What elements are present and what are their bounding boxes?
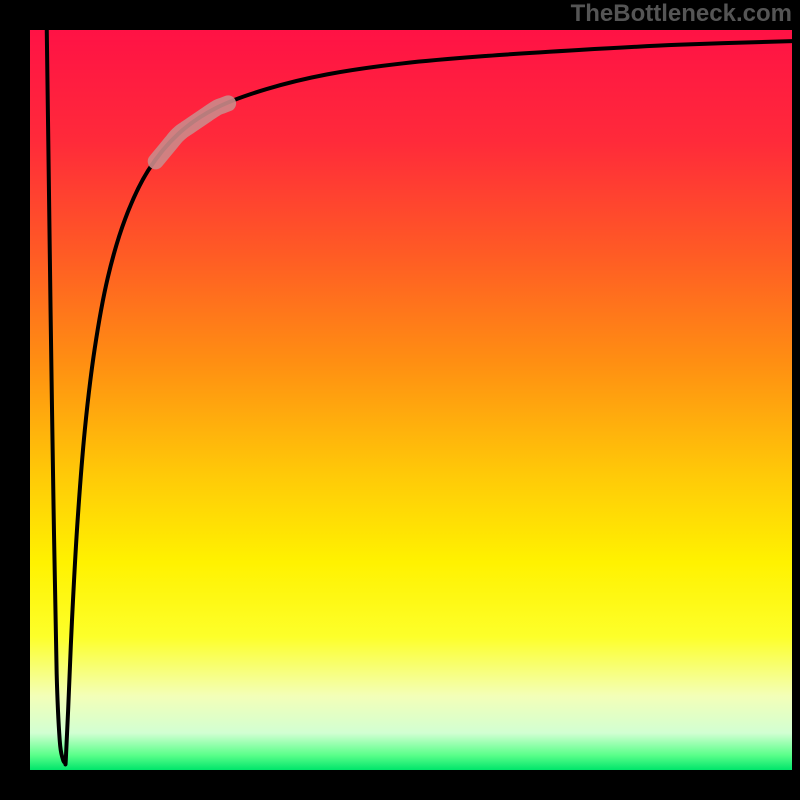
chart-container: TheBottleneck.com [0,0,800,800]
gradient-background [30,30,792,770]
plot-area [30,30,792,770]
chart-svg [30,30,792,770]
attribution-text: TheBottleneck.com [571,0,792,28]
